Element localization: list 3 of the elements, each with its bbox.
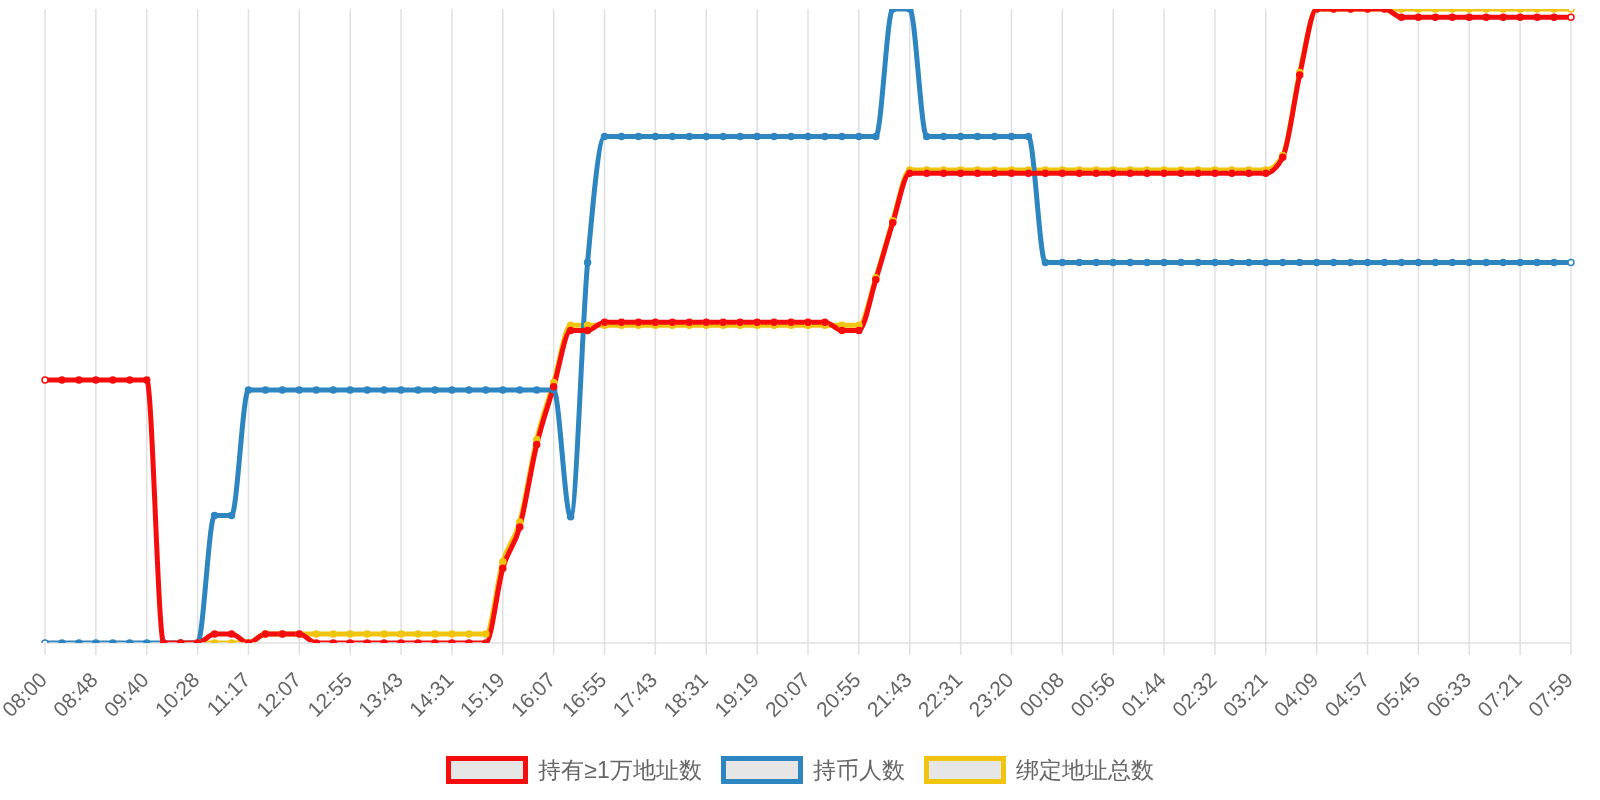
legend-label: 持币人数 (812, 755, 905, 785)
legend-label: 绑定地址总数 (1015, 755, 1154, 785)
legend-label: 持有≥1万地址数 (538, 755, 702, 785)
